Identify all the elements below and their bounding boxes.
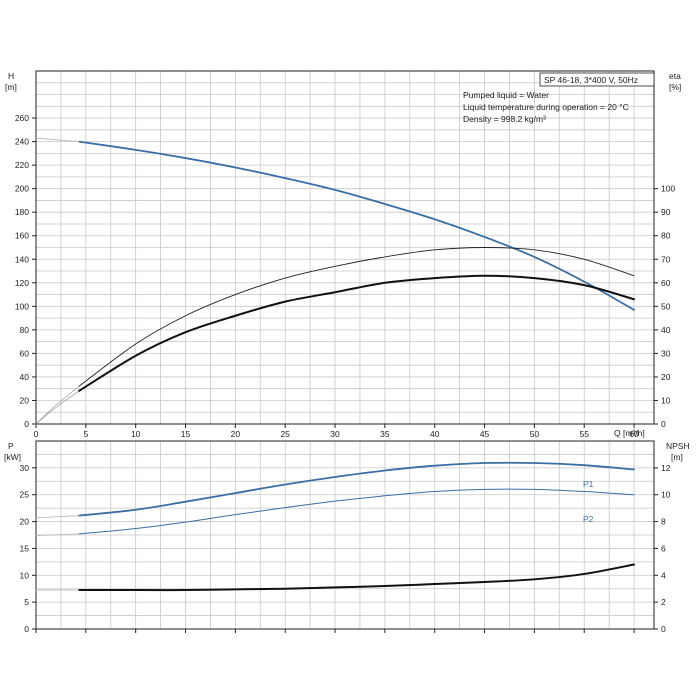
left-axis-tick-label: 60 bbox=[20, 348, 30, 358]
x-axis-tick-label: 35 bbox=[380, 429, 390, 439]
right-axis-tick-label: 0 bbox=[661, 624, 666, 634]
p-axis-title-line1: P bbox=[8, 441, 14, 451]
left-axis-tick-label: 25 bbox=[20, 490, 30, 500]
annotation-liquid-temperature: Liquid temperature during operation = 20… bbox=[463, 102, 629, 112]
left-axis-tick-label: 20 bbox=[20, 395, 30, 405]
right-axis-tick-label: 80 bbox=[661, 231, 671, 241]
left-axis-tick-label: 15 bbox=[20, 543, 30, 553]
plot-frame bbox=[35, 440, 655, 630]
series-labels: P1 P2 bbox=[583, 479, 594, 524]
left-axis-tick-label: 5 bbox=[24, 597, 29, 607]
npsh-axis-title-line2: [m] bbox=[671, 452, 683, 462]
right-axis-tick-label: 70 bbox=[661, 254, 671, 264]
curve-lower-2 bbox=[78, 488, 635, 535]
right-axis-tick-label: 50 bbox=[661, 301, 671, 311]
right-axis-tick-label: 20 bbox=[661, 372, 671, 382]
right-axis-tick-label: 8 bbox=[661, 517, 666, 527]
right-axis-tick-label: 40 bbox=[661, 325, 671, 335]
left-axis-tick-label: 160 bbox=[15, 231, 29, 241]
upper-right-axis-title: eta [%] bbox=[669, 71, 681, 92]
curve-upper-1 bbox=[35, 137, 80, 143]
info-box: SP 46-18, 3*400 V, 50Hz Pumped liquid = … bbox=[463, 72, 655, 124]
series-label-p2: P2 bbox=[583, 514, 594, 524]
x-axis-tick-label: 15 bbox=[181, 429, 191, 439]
x-axis-tick-label: 20 bbox=[231, 429, 241, 439]
left-axis-tick-label: 240 bbox=[15, 137, 29, 147]
chart-title: SP 46-18, 3*400 V, 50Hz bbox=[544, 75, 638, 85]
right-axis-tick-label: 12 bbox=[661, 463, 671, 473]
left-axis-tick-label: 20 bbox=[20, 517, 30, 527]
right-axis-tick-label: 10 bbox=[661, 395, 671, 405]
series-label-p1: P1 bbox=[583, 479, 594, 489]
eta-axis-title-line2: [%] bbox=[669, 82, 681, 92]
x-axis-label: Q [m³/h] bbox=[614, 428, 645, 438]
curve-lower-1 bbox=[35, 515, 80, 519]
left-axis-tick-label: 0 bbox=[24, 624, 29, 634]
x-axis-tick-label: 50 bbox=[530, 429, 540, 439]
left-axis-tick-label: 260 bbox=[15, 113, 29, 123]
h-axis-title-line1: H bbox=[8, 71, 14, 81]
curve-upper-4 bbox=[77, 274, 636, 393]
x-axis-tick-label: 10 bbox=[131, 429, 141, 439]
left-axis-tick-label: 30 bbox=[20, 463, 30, 473]
lower-left-axis-title: P [kW] bbox=[4, 441, 21, 462]
lower-right-axis-title: NPSH [m] bbox=[666, 441, 690, 462]
curve-upper-5 bbox=[35, 390, 80, 425]
left-axis-tick-label: 0 bbox=[24, 419, 29, 429]
right-axis-tick-label: 10 bbox=[661, 490, 671, 500]
x-axis-tick-label: 55 bbox=[579, 429, 589, 439]
curve-upper-2 bbox=[78, 247, 635, 387]
left-axis-tick-label: 120 bbox=[15, 278, 29, 288]
annotation-density: Density = 998.2 kg/m³ bbox=[463, 114, 546, 124]
left-axis-tick-label: 40 bbox=[20, 372, 30, 382]
x-axis-tick-label: 60 bbox=[629, 429, 639, 439]
right-axis-tick-label: 30 bbox=[661, 348, 671, 358]
x-axis-tick-label: 30 bbox=[330, 429, 340, 439]
right-axis-tick-label: 2 bbox=[661, 597, 666, 607]
upper-left-axis-title: H [m] bbox=[5, 71, 17, 92]
right-axis-tick-label: 4 bbox=[661, 570, 666, 580]
curve-upper-0 bbox=[77, 140, 635, 311]
curve-upper-3 bbox=[35, 385, 80, 425]
x-axis-tick-label: 45 bbox=[480, 429, 490, 439]
left-axis-tick-label: 220 bbox=[15, 160, 29, 170]
annotation-pumped-liquid: Pumped liquid = Water bbox=[463, 90, 549, 100]
curve-lower-0 bbox=[77, 461, 635, 517]
curve-lower-3 bbox=[35, 533, 80, 536]
right-axis-tick-label: 6 bbox=[661, 543, 666, 553]
h-axis-title-line2: [m] bbox=[5, 82, 17, 92]
eta-axis-title-line1: eta bbox=[669, 71, 681, 81]
p-axis-title-line2: [kW] bbox=[4, 452, 21, 462]
right-axis-tick-label: 90 bbox=[661, 207, 671, 217]
x-axis-title: Q [m³/h] bbox=[614, 428, 645, 438]
upper-panel: 0204060801001201401601802002202402600102… bbox=[15, 70, 675, 439]
plot-frame bbox=[35, 70, 655, 425]
x-axis-tick-label: 40 bbox=[430, 429, 440, 439]
left-axis-tick-label: 10 bbox=[20, 570, 30, 580]
curve-lower-4 bbox=[77, 563, 636, 592]
x-axis-tick-label: 0 bbox=[34, 429, 39, 439]
right-axis-tick-label: 0 bbox=[661, 419, 666, 429]
right-axis-tick-label: 100 bbox=[661, 184, 675, 194]
right-axis-tick-label: 60 bbox=[661, 278, 671, 288]
lower-panel: 0 5 10 15 20 25 30 0 2 4 6 8 10 12 bbox=[20, 440, 671, 634]
npsh-axis-title-line1: NPSH bbox=[666, 441, 690, 451]
left-axis-tick-label: 140 bbox=[15, 254, 29, 264]
left-axis-tick-label: 180 bbox=[15, 207, 29, 217]
x-axis-tick-label: 5 bbox=[83, 429, 88, 439]
x-axis-tick-label: 25 bbox=[280, 429, 290, 439]
left-axis-tick-label: 200 bbox=[15, 184, 29, 194]
left-axis-tick-label: 80 bbox=[20, 325, 30, 335]
left-axis-tick-label: 100 bbox=[15, 301, 29, 311]
